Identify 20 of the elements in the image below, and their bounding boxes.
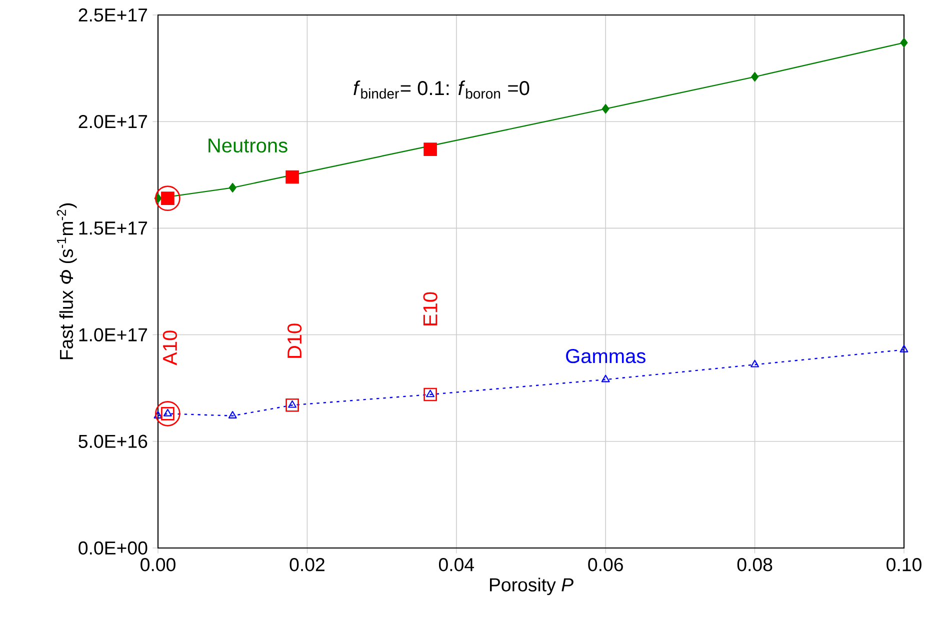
x-tick-label: 0.06 [588,558,623,572]
annotation: E10 [423,292,438,326]
y-tick-label: 1.5E+17 [79,222,148,235]
y-axis-title: Fast flux Φ (s$^{-1}$m$^{-2}$) [56,203,77,360]
x-tick-label: 0.08 [737,558,772,572]
series-label: Neutrons [208,138,288,153]
x-tick-label: 0.10 [886,558,922,572]
y-tick-label: 1.0E+17 [79,328,148,342]
y-tick-label: 0.0E+00 [78,541,148,555]
x-axis-title: Porosity P [490,578,574,596]
annotation: A10 [162,330,178,366]
series-label: Gammas [566,349,646,364]
x-tick-label: 0.02 [290,558,324,572]
y-tick-label: 2.0E+17 [78,114,148,128]
y-tick-label: 2.5E+17 [78,8,148,22]
y-tick-label: 5.0E+16 [78,434,148,448]
x-tick-label: 0.04 [438,558,474,572]
annotation: D10 [287,324,302,358]
x-tick-label: 0.00 [140,558,176,572]
annotation: f$_{binder}$= 0.1: f$_{boron}$ =0 [354,80,530,99]
